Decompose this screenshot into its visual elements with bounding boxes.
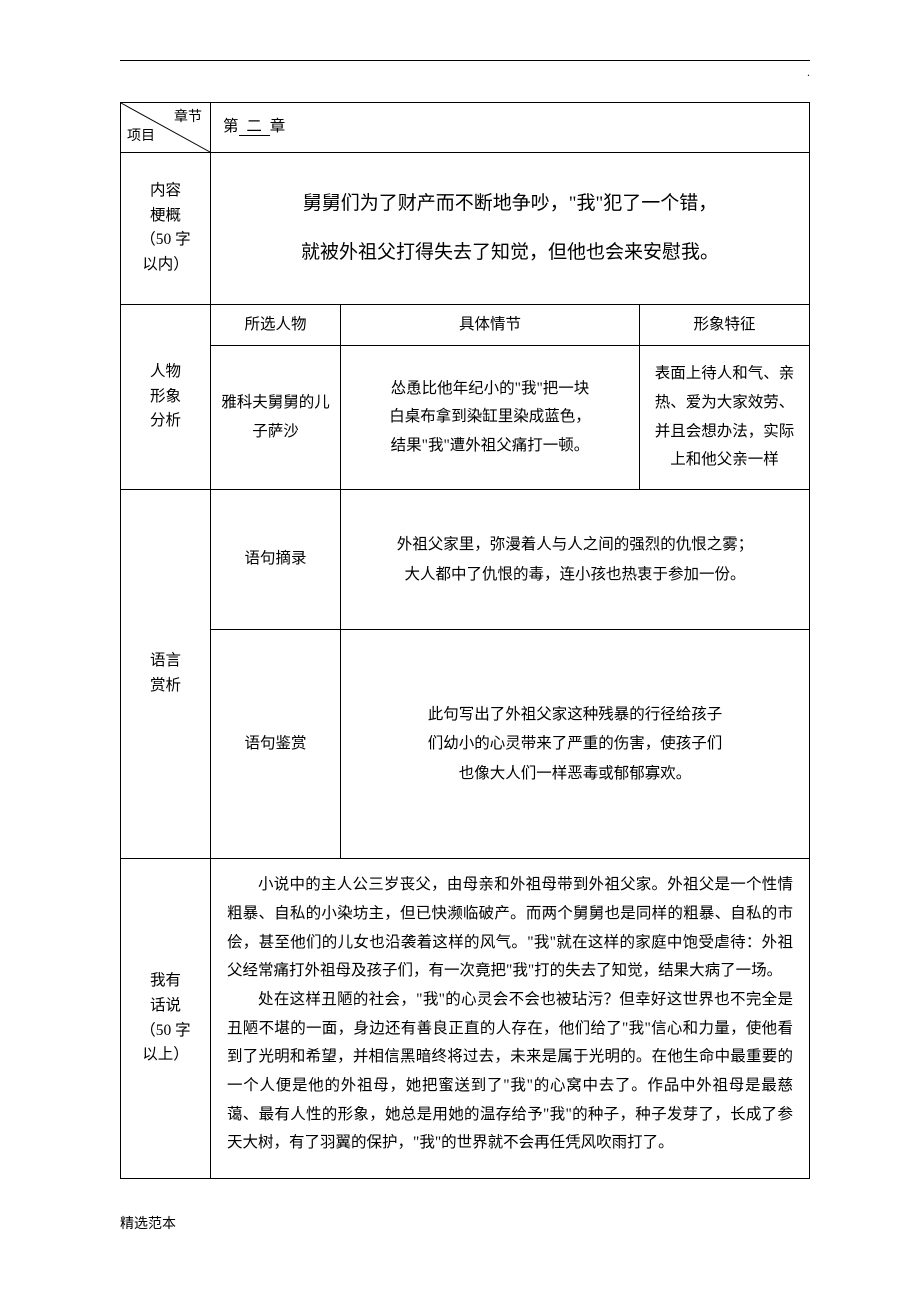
char-feature: 表面上待人和气、亲 热、爱为大家效劳、 并且会想办法，实际 上和他父亲一样 [639,346,809,490]
essay-p2: 处在这样丑陋的社会，"我"的心灵会不会也被玷污？但幸好这世界也不完全是丑陋不堪的… [227,986,793,1158]
page-dot: . [120,65,810,80]
excerpt-text: 外祖父家里，弥漫着人与人之间的强烈的仇恨之雾； 大人都中了仇恨的毒，连小孩也热衷… [341,490,810,630]
table-row: 章节 项目 第 二 章 [121,103,810,153]
diag-top-label: 章节 [174,105,202,131]
table-row: 语言 赏析 语句摘录 外祖父家里，弥漫着人与人之间的强烈的仇恨之雾； 大人都中了… [121,490,810,630]
essay-p1: 小说中的主人公三岁丧父，由母亲和外祖母带到外祖父家。外祖父是一个性情粗暴、自私的… [227,871,793,986]
char-who: 雅科夫舅舅的儿 子萨沙 [211,346,341,490]
appreciation-label: 语句鉴赏 [211,630,341,859]
table-row: 人物 形象 分析 所选人物 具体情节 形象特征 [121,304,810,346]
char-col1-head: 所选人物 [211,304,341,346]
summary-label: 内容 梗概 （50 字 以内） [121,153,211,305]
essay-label: 我有 话说 （50 字 以上） [121,859,211,1179]
char-col2-head: 具体情节 [341,304,640,346]
diagonal-header-cell: 章节 项目 [121,103,211,153]
table-row: 内容 梗概 （50 字 以内） 舅舅们为了财产而不断地争吵，"我"犯了一个错， … [121,153,810,305]
table-row: 雅科夫舅舅的儿 子萨沙 怂恿比他年纪小的"我"把一块 白桌布拿到染缸里染成蓝色，… [121,346,810,490]
chapter-number: 二 [239,118,270,136]
reading-card-table: 章节 项目 第 二 章 内容 梗概 （50 字 以内） 舅舅们为了财产而不断地争… [120,102,810,1179]
character-label: 人物 形象 分析 [121,304,211,489]
essay-text: 小说中的主人公三岁丧父，由母亲和外祖母带到外祖父家。外祖父是一个性情粗暴、自私的… [211,859,810,1179]
chapter-suffix: 章 [270,118,286,135]
char-plot: 怂恿比他年纪小的"我"把一块 白桌布拿到染缸里染成蓝色， 结果"我"遭外祖父痛打… [341,346,640,490]
footer-text: 精选范本 [120,1213,810,1233]
excerpt-label: 语句摘录 [211,490,341,630]
top-rule [120,60,810,61]
chapter-cell: 第 二 章 [211,103,810,153]
summary-text: 舅舅们为了财产而不断地争吵，"我"犯了一个错， 就被外祖父打得失去了知觉，但他也… [211,153,810,305]
char-col3-head: 形象特征 [639,304,809,346]
chapter-prefix: 第 [223,118,239,135]
language-label: 语言 赏析 [121,490,211,859]
table-row: 语句鉴赏 此句写出了外祖父家这种残暴的行径给孩子 们幼小的心灵带来了严重的伤害，… [121,630,810,859]
appreciation-text: 此句写出了外祖父家这种残暴的行径给孩子 们幼小的心灵带来了严重的伤害，使孩子们 … [341,630,810,859]
table-row: 我有 话说 （50 字 以上） 小说中的主人公三岁丧父，由母亲和外祖母带到外祖父… [121,859,810,1179]
diag-bottom-label: 项目 [127,124,155,150]
